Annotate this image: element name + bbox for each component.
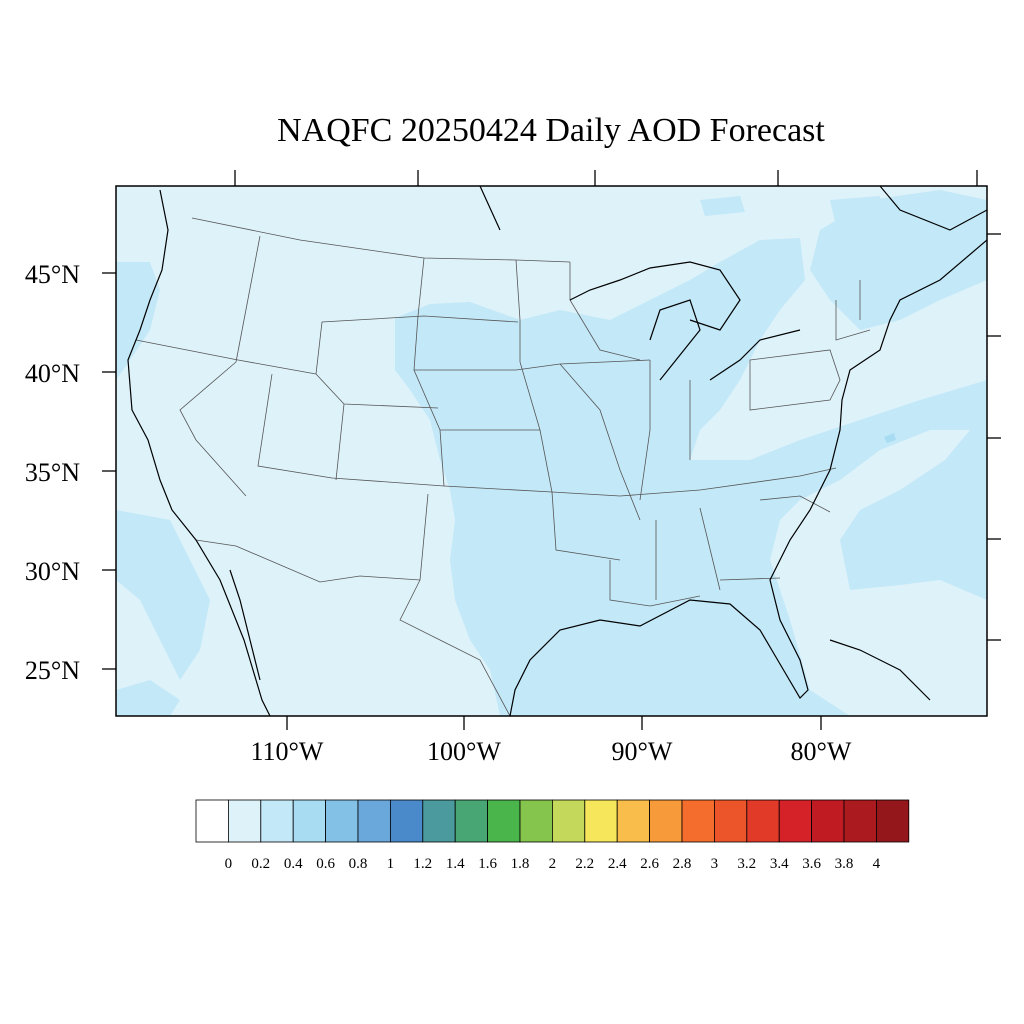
- colorbar-tick-label: 4: [873, 856, 881, 872]
- colorbar-swatch: [649, 799, 683, 843]
- aod-0.2-0.4-shading: [116, 190, 987, 716]
- lat-label-40n: 40°N: [25, 359, 80, 388]
- latitude-labels: 45°N 40°N 35°N 30°N 25°N: [25, 260, 80, 685]
- colorbar-tick-label: 3.8: [835, 856, 854, 872]
- map-panel: [116, 186, 987, 716]
- map-title: NAQFC 20250424 Daily AOD Forecast: [277, 112, 825, 149]
- colorbar-swatch: [292, 799, 327, 843]
- colorbar-swatch: [843, 799, 877, 843]
- colorbar-swatch: [681, 799, 715, 843]
- colorbar-swatch: [454, 799, 489, 843]
- lat-label-35n: 35°N: [25, 458, 80, 487]
- lat-label-30n: 30°N: [25, 557, 80, 586]
- colorbar-tick-label: 2.6: [640, 856, 659, 872]
- colorbar-swatch: [195, 799, 229, 843]
- lat-label-25n: 25°N: [25, 656, 80, 685]
- lon-label-110w: 110°W: [251, 737, 324, 766]
- colorbar-swatch: [552, 799, 586, 843]
- colorbar-tick-label: 3.2: [737, 856, 756, 872]
- colorbar-tick-label: 1.8: [511, 856, 530, 872]
- colorbar-swatch: [519, 799, 553, 843]
- colorbar-tick-label: 1: [387, 856, 395, 872]
- colorbar-swatch: [746, 799, 780, 843]
- colorbar-tick-label: 2.2: [575, 856, 594, 872]
- longitude-labels: 110°W 100°W 90°W 80°W: [251, 737, 852, 766]
- colorbar-tick-label: 2.4: [608, 856, 627, 872]
- map-ticks: [102, 170, 1001, 730]
- colorbar-swatch: [811, 799, 845, 843]
- colorbar-swatch: [227, 799, 262, 843]
- colorbar: [195, 799, 910, 843]
- lon-label-80w: 80°W: [791, 737, 852, 766]
- colorbar-tick-label: 0.6: [316, 856, 335, 872]
- colorbar-tick-label: 0.4: [284, 856, 303, 872]
- colorbar-tick-label: 3.6: [802, 856, 821, 872]
- colorbar-swatch: [389, 799, 424, 843]
- colorbar-swatch: [422, 799, 456, 843]
- colorbar-swatch: [325, 799, 359, 843]
- lon-label-90w: 90°W: [612, 737, 673, 766]
- colorbar-tick-label: 3.4: [770, 856, 789, 872]
- colorbar-swatch: [357, 799, 391, 843]
- lon-label-100w: 100°W: [427, 737, 501, 766]
- colorbar-swatch: [260, 799, 294, 843]
- colorbar-tick-label: 2.8: [673, 856, 692, 872]
- aod-0.4-0.6-shading: [884, 433, 896, 443]
- coastline: [127, 186, 987, 716]
- colorbar-tick-label: 1.2: [413, 856, 432, 872]
- colorbar-swatch: [714, 799, 748, 843]
- state-boundaries: [135, 217, 871, 716]
- colorbar-tick-label: 1.4: [446, 856, 465, 872]
- colorbar-tick-label: 2: [549, 856, 557, 872]
- colorbar-swatch: [778, 799, 813, 843]
- colorbar-tick-label: 0.2: [251, 856, 270, 872]
- colorbar-tick-label: 0: [225, 856, 233, 872]
- colorbar-tick-label: 3: [711, 856, 719, 872]
- colorbar-tick-label: 0.8: [349, 856, 368, 872]
- colorbar-tick-label: 1.6: [478, 856, 497, 872]
- colorbar-swatch: [876, 799, 910, 843]
- colorbar-labels: 0 0.2 0.4 0.6 0.8 1 1.2 1.4 1.6 1.8 2 2.2 2.4 2.6 2.8 3…: [225, 856, 881, 872]
- lat-label-45n: 45°N: [25, 260, 80, 289]
- colorbar-swatch: [584, 799, 618, 843]
- map-frame: [115, 185, 988, 717]
- colorbar-swatch: [487, 799, 521, 843]
- colorbar-swatch: [616, 799, 651, 843]
